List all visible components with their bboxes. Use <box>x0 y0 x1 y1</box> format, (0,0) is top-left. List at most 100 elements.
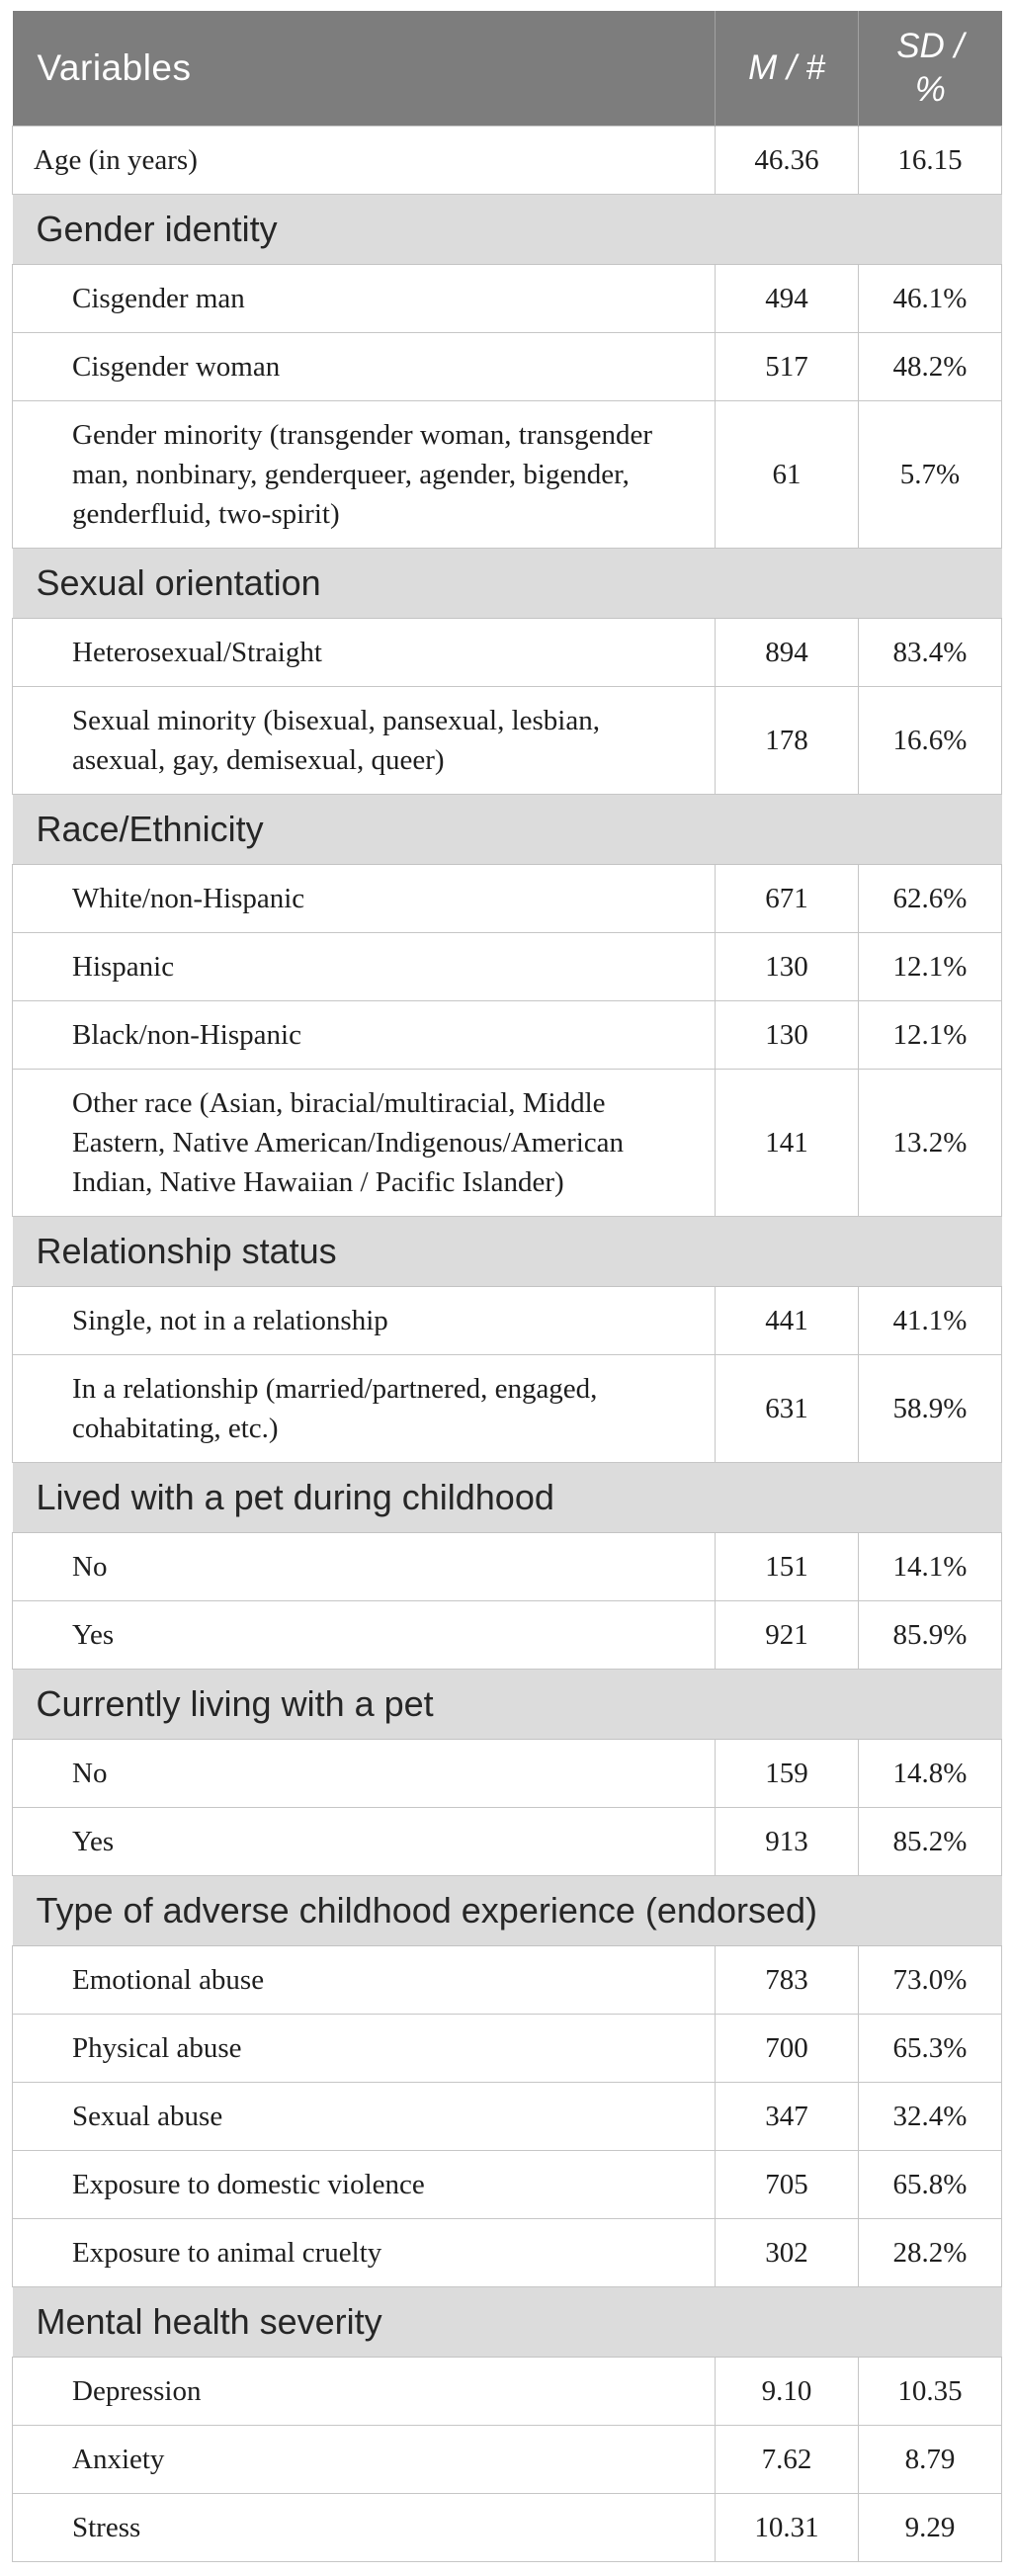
section-row: Relationship status <box>12 1216 1002 1287</box>
table-row: No 159 14.8% <box>12 1739 1002 1808</box>
value-m-count: 141 <box>715 1069 859 1217</box>
table-row: Yes 913 85.2% <box>12 1807 1002 1876</box>
value-sd-percent: 12.1% <box>858 932 1002 1001</box>
table-row: Stress 10.31 9.29 <box>12 2493 1002 2562</box>
table-body: Age (in years) 46.36 16.15 Gender identity C… <box>12 126 1002 2562</box>
table-row: Emotional abuse 783 73.0% <box>12 1945 1002 2015</box>
value-sd-percent: 12.1% <box>858 1000 1002 1070</box>
variable-label: In a relationship (married/partnered, en… <box>12 1354 716 1463</box>
table-row: Sexual minority (bisexual, pansexual, le… <box>12 686 1002 795</box>
table-row: Black/non-Hispanic 130 12.1% <box>12 1000 1002 1070</box>
value-sd-percent: 32.4% <box>858 2082 1002 2151</box>
value-sd-percent: 73.0% <box>858 1945 1002 2015</box>
variable-label: Cisgender woman <box>12 332 716 401</box>
table-row: Single, not in a relationship 441 41.1% <box>12 1286 1002 1355</box>
table-row: Exposure to domestic violence 705 65.8% <box>12 2150 1002 2219</box>
table-row: Exposure to animal cruelty 302 28.2% <box>12 2218 1002 2287</box>
value-sd-percent: 46.1% <box>858 264 1002 333</box>
value-m-count: 783 <box>715 1945 859 2015</box>
value-sd-percent: 48.2% <box>858 332 1002 401</box>
value-sd-percent: 85.2% <box>858 1807 1002 1876</box>
variable-label: White/non-Hispanic <box>12 864 716 933</box>
variable-label: Gender minority (transgender woman, tran… <box>12 400 716 549</box>
value-sd-percent: 65.8% <box>858 2150 1002 2219</box>
value-m-count: 671 <box>715 864 859 933</box>
value-sd-percent: 41.1% <box>858 1286 1002 1355</box>
table-row: Sexual abuse 347 32.4% <box>12 2082 1002 2151</box>
header-row: Variables M / # SD / % <box>12 11 1002 127</box>
section-row: Mental health severity <box>12 2286 1002 2358</box>
value-sd-percent: 14.8% <box>858 1739 1002 1808</box>
value-sd-percent: 85.9% <box>858 1600 1002 1670</box>
section-row: Lived with a pet during childhood <box>12 1462 1002 1533</box>
value-sd-percent: 16.15 <box>858 126 1002 195</box>
value-m-count: 913 <box>715 1807 859 1876</box>
variable-label: Other race (Asian, biracial/multiracial,… <box>12 1069 716 1217</box>
value-sd-percent: 9.29 <box>858 2493 1002 2562</box>
value-m-count: 631 <box>715 1354 859 1463</box>
variable-label: Heterosexual/Straight <box>12 618 716 687</box>
value-m-count: 705 <box>715 2150 859 2219</box>
value-m-count: 7.62 <box>715 2425 859 2494</box>
value-sd-percent: 10.35 <box>858 2357 1002 2426</box>
value-m-count: 700 <box>715 2014 859 2083</box>
value-m-count: 921 <box>715 1600 859 1670</box>
table-row: Physical abuse 700 65.3% <box>12 2014 1002 2083</box>
value-sd-percent: 14.1% <box>858 1532 1002 1601</box>
value-m-count: 894 <box>715 618 859 687</box>
table-header: Variables M / # SD / % <box>12 11 1002 127</box>
section-label: Relationship status <box>12 1216 1002 1287</box>
section-label: Mental health severity <box>12 2286 1002 2358</box>
table-row: Depression 9.10 10.35 <box>12 2357 1002 2426</box>
table-row: In a relationship (married/partnered, en… <box>12 1354 1002 1463</box>
table-row: Hispanic 130 12.1% <box>12 932 1002 1001</box>
section-label: Gender identity <box>12 194 1002 265</box>
value-sd-percent: 5.7% <box>858 400 1002 549</box>
table-row: Gender minority (transgender woman, tran… <box>12 400 1002 549</box>
variable-label: Single, not in a relationship <box>12 1286 716 1355</box>
section-row: Race/Ethnicity <box>12 794 1002 865</box>
value-sd-percent: 62.6% <box>858 864 1002 933</box>
value-m-count: 46.36 <box>715 126 859 195</box>
variable-label: Age (in years) <box>12 126 716 195</box>
table-row: No 151 14.1% <box>12 1532 1002 1601</box>
variable-label: Physical abuse <box>12 2014 716 2083</box>
header-cell-variables: Variables <box>12 11 716 127</box>
table-row: Other race (Asian, biracial/multiracial,… <box>12 1069 1002 1217</box>
section-row: Gender identity <box>12 194 1002 265</box>
variable-label: Black/non-Hispanic <box>12 1000 716 1070</box>
section-label: Currently living with a pet <box>12 1669 1002 1740</box>
value-m-count: 347 <box>715 2082 859 2151</box>
table-row: Age (in years) 46.36 16.15 <box>12 126 1002 195</box>
value-m-count: 9.10 <box>715 2357 859 2426</box>
section-label: Lived with a pet during childhood <box>12 1462 1002 1533</box>
variable-label: Cisgender man <box>12 264 716 333</box>
value-sd-percent: 16.6% <box>858 686 1002 795</box>
variable-label: Exposure to domestic violence <box>12 2150 716 2219</box>
variable-label: Stress <box>12 2493 716 2562</box>
variable-label: Anxiety <box>12 2425 716 2494</box>
table-row: White/non-Hispanic 671 62.6% <box>12 864 1002 933</box>
variable-label: Emotional abuse <box>12 1945 716 2015</box>
table-row: Heterosexual/Straight 894 83.4% <box>12 618 1002 687</box>
table-row: Cisgender woman 517 48.2% <box>12 332 1002 401</box>
value-m-count: 494 <box>715 264 859 333</box>
value-m-count: 159 <box>715 1739 859 1808</box>
value-sd-percent: 28.2% <box>858 2218 1002 2287</box>
value-sd-percent: 58.9% <box>858 1354 1002 1463</box>
section-label: Sexual orientation <box>12 548 1002 619</box>
section-row: Currently living with a pet <box>12 1669 1002 1740</box>
value-m-count: 302 <box>715 2218 859 2287</box>
value-sd-percent: 8.79 <box>858 2425 1002 2494</box>
value-m-count: 178 <box>715 686 859 795</box>
value-m-count: 61 <box>715 400 859 549</box>
value-m-count: 517 <box>715 332 859 401</box>
value-m-count: 151 <box>715 1532 859 1601</box>
value-m-count: 130 <box>715 1000 859 1070</box>
descriptive-statistics-table: Variables M / # SD / % Age (in years) 46.… <box>12 11 1002 2562</box>
table-row: Cisgender man 494 46.1% <box>12 264 1002 333</box>
variable-label: Hispanic <box>12 932 716 1001</box>
variable-label: Yes <box>12 1807 716 1876</box>
value-sd-percent: 13.2% <box>858 1069 1002 1217</box>
variable-label: Sexual minority (bisexual, pansexual, le… <box>12 686 716 795</box>
